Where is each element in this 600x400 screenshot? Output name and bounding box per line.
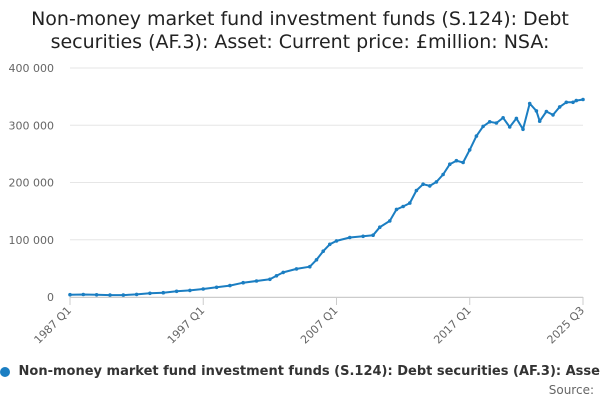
legend-swatch: [0, 366, 10, 377]
data-point: [501, 116, 505, 120]
data-point: [268, 277, 272, 282]
data-point: [201, 287, 205, 291]
data-point: [68, 292, 72, 297]
x-tick-label: 2017 Q1: [431, 304, 474, 347]
data-point: [514, 116, 519, 121]
chart-title-line-2: securities (AF.3): Asset: Current price:…: [50, 31, 550, 53]
data-point: [544, 109, 549, 114]
data-point: [434, 180, 439, 184]
data-point: [421, 182, 425, 186]
data-point: [94, 293, 99, 297]
data-point: [551, 113, 555, 117]
series-line: [69, 98, 584, 297]
legend-label: Non-money market fund investment funds (…: [18, 364, 600, 379]
data-point: [474, 134, 479, 138]
data-point: [148, 291, 152, 296]
chart-title: Non-money market fund investment funds (…: [0, 8, 600, 54]
x-tick-label: 1987 Q1: [32, 304, 75, 347]
data-point: [361, 234, 365, 239]
y-tick-label: 300 000: [9, 119, 55, 132]
data-point: [581, 97, 585, 102]
data-point: [394, 207, 399, 212]
data-point: [121, 293, 126, 297]
data-point: [274, 274, 279, 278]
data-point: [134, 292, 139, 297]
x-tick-label: 1997 Q1: [165, 304, 208, 347]
data-point: [494, 121, 499, 125]
data-point: [557, 105, 562, 109]
data-point: [481, 124, 485, 129]
data-point: [467, 148, 472, 152]
data-point: [294, 267, 299, 271]
data-point: [401, 204, 405, 209]
data-point: [214, 285, 219, 290]
data-point: [441, 172, 445, 177]
data-point: [574, 98, 579, 103]
x-tick-label: 2025 Q3: [545, 304, 588, 347]
data-point: [371, 233, 375, 237]
data-point: [308, 264, 312, 269]
data-point: [428, 184, 432, 188]
data-point: [348, 235, 352, 240]
data-point: [388, 219, 392, 223]
data-point: [537, 119, 542, 123]
data-point: [314, 258, 319, 262]
data-point: [228, 283, 232, 288]
y-tick-label: 200 000: [9, 177, 55, 190]
data-point: [448, 162, 452, 166]
data-point: [534, 109, 539, 113]
data-point: [571, 100, 575, 105]
data-point: [174, 289, 179, 294]
source-label: Source:: [548, 383, 594, 397]
data-point: [507, 125, 512, 129]
data-point: [241, 280, 245, 285]
data-point: [254, 279, 259, 283]
y-tick-label: 100 000: [9, 234, 55, 247]
data-point: [188, 288, 192, 293]
data-point: [487, 120, 492, 124]
data-point: [461, 160, 465, 165]
data-point: [408, 201, 412, 205]
legend[interactable]: Non-money market fund investment funds (…: [0, 364, 600, 382]
data-point: [527, 101, 532, 106]
chart-title-line-1: Non-money market fund investment funds (…: [31, 8, 569, 30]
data-point: [414, 188, 419, 193]
data-point: [564, 100, 569, 105]
data-point: [281, 270, 286, 275]
data-point: [161, 290, 166, 295]
data-point: [81, 292, 86, 297]
data-point: [378, 225, 382, 229]
data-point: [321, 249, 326, 253]
data-point: [328, 242, 332, 247]
data-point: [521, 127, 525, 132]
y-tick-label: 400 000: [9, 62, 55, 75]
y-tick-label: 0: [47, 291, 54, 304]
x-tick-label: 2007 Q1: [298, 304, 341, 347]
data-point: [454, 158, 459, 163]
data-point: [334, 239, 339, 243]
data-point: [108, 293, 112, 297]
